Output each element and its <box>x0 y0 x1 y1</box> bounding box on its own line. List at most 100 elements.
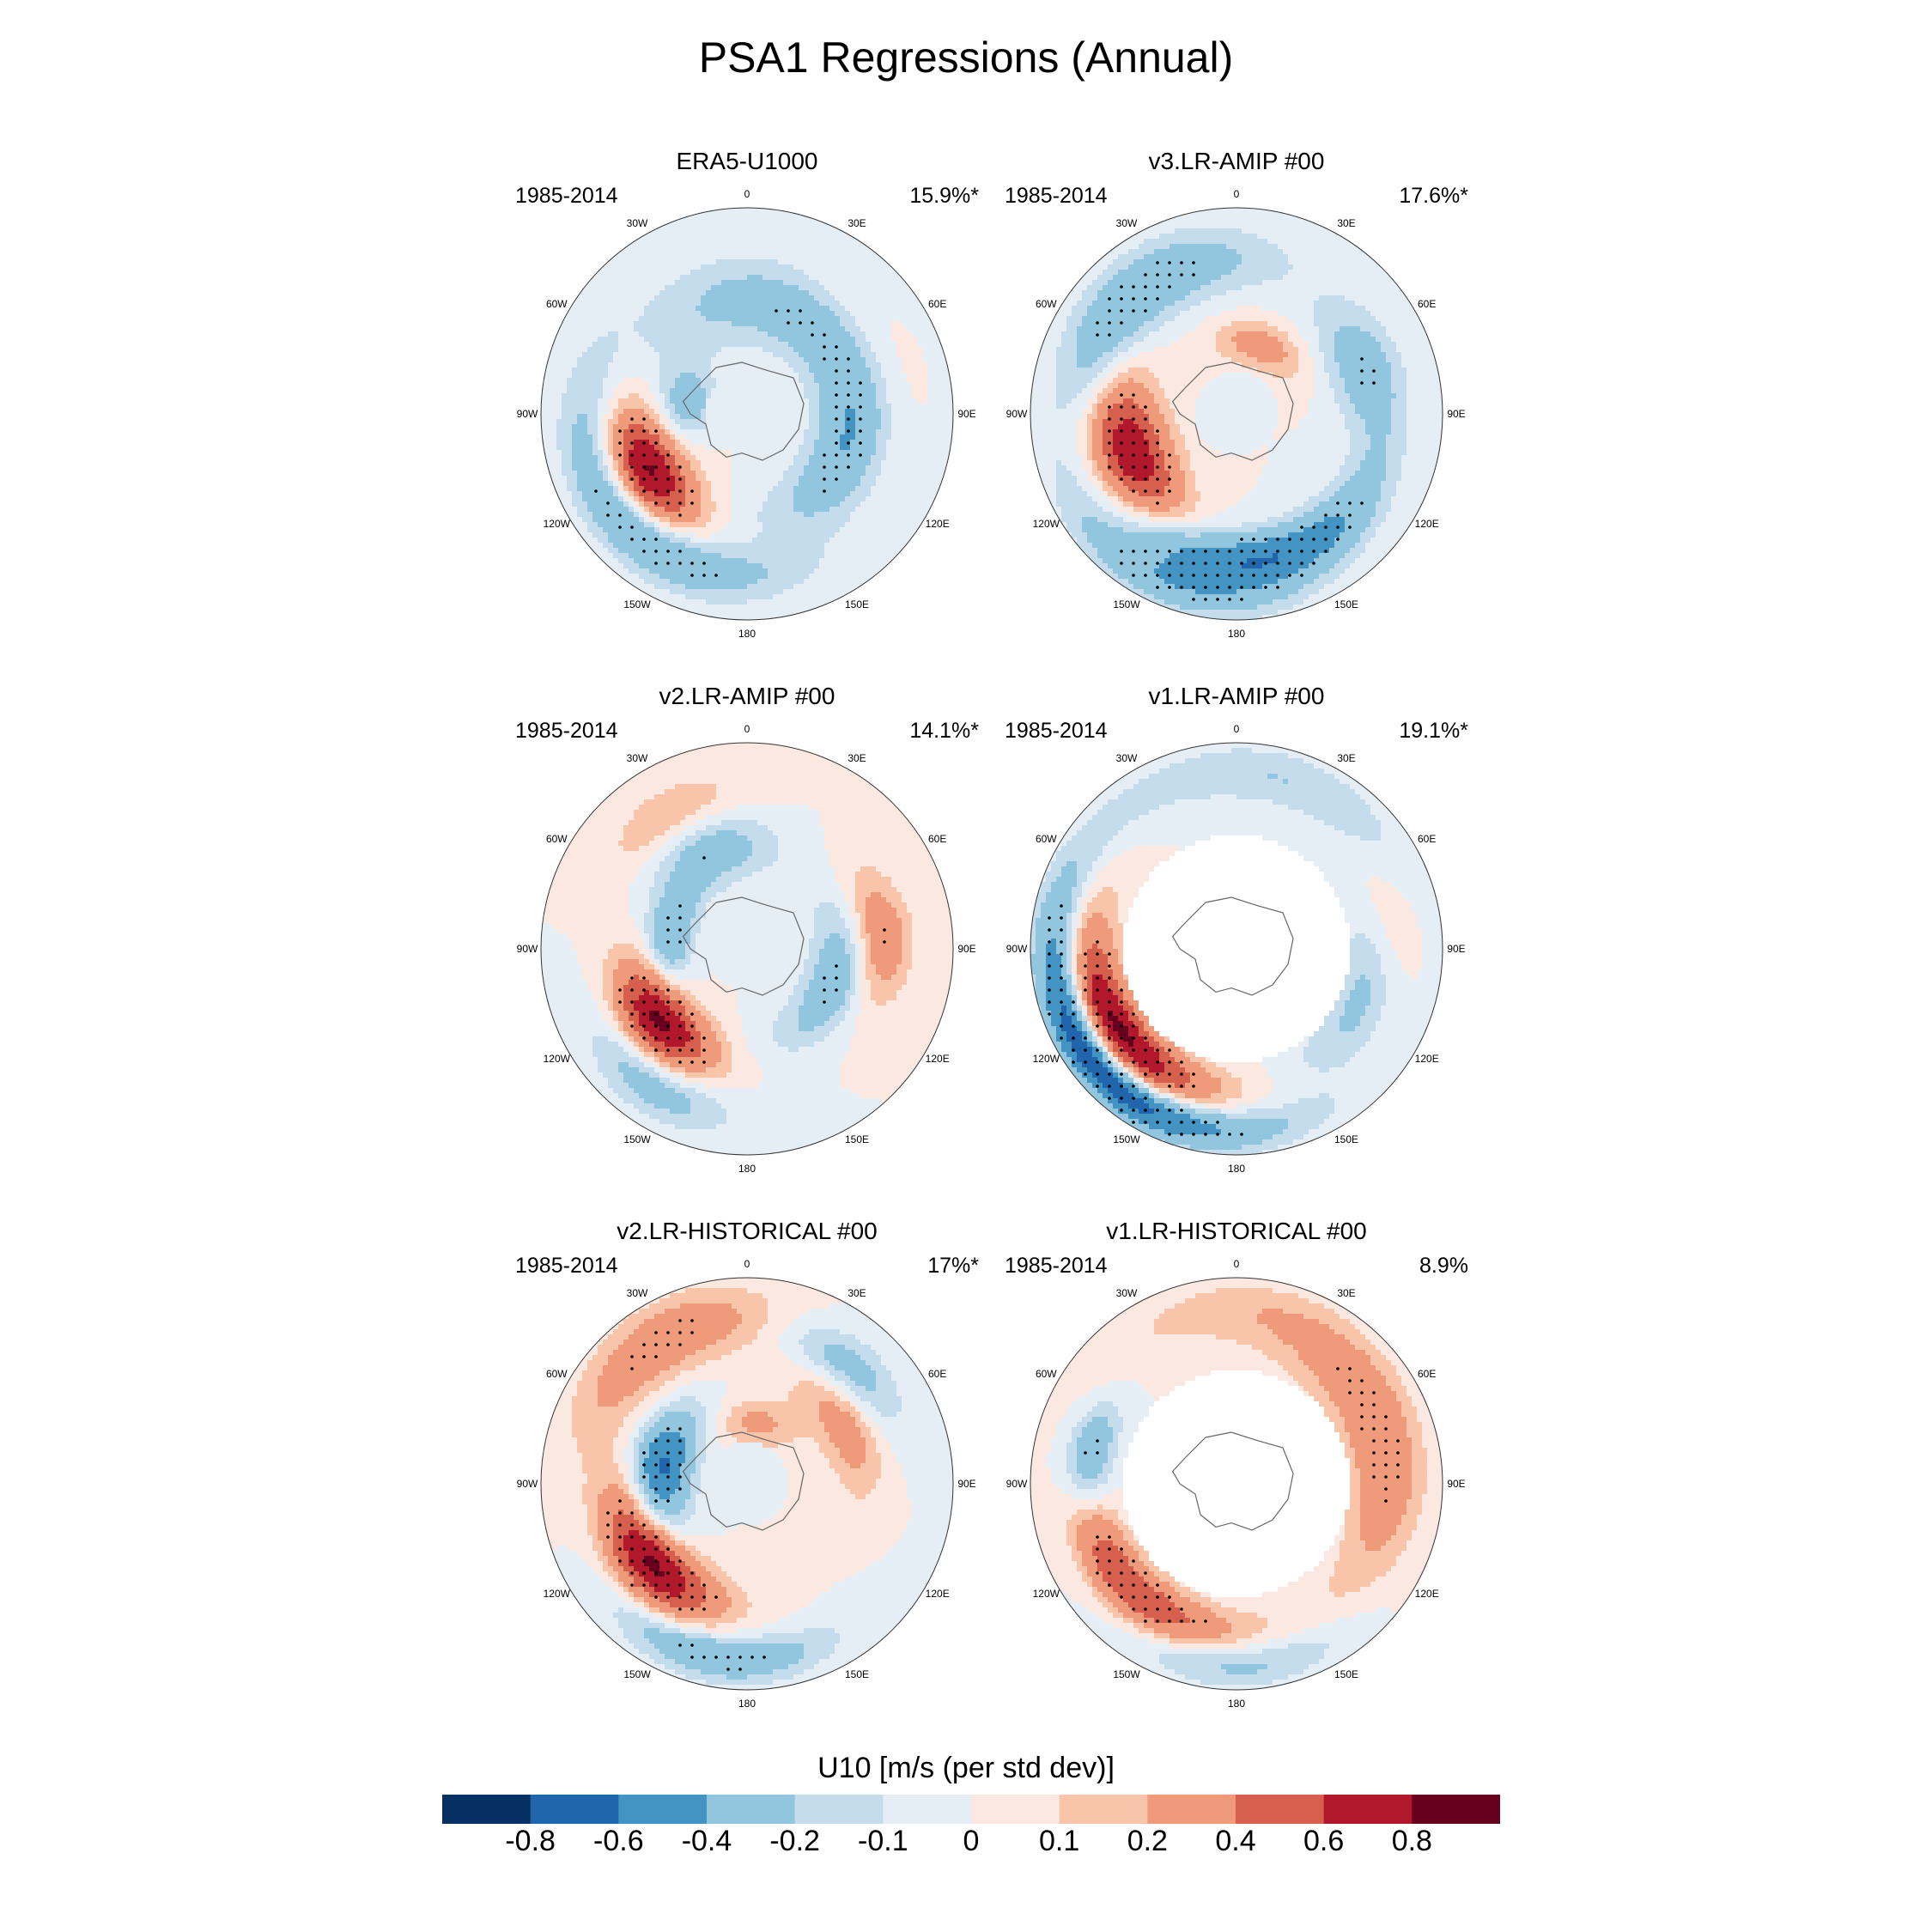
field-cell <box>840 532 846 538</box>
field-cell <box>778 239 784 245</box>
field-cell <box>927 471 933 477</box>
field-cell <box>912 501 918 507</box>
field-cell <box>711 362 717 368</box>
field-cell <box>721 218 727 224</box>
field-cell <box>871 306 877 312</box>
field-cell <box>943 393 949 399</box>
field-cell <box>902 476 908 482</box>
field-cell <box>938 357 944 363</box>
field-cell <box>592 548 598 554</box>
field-cell <box>551 455 557 461</box>
field-cell <box>726 270 732 276</box>
field-cell <box>706 491 712 497</box>
field-cell <box>752 553 758 559</box>
field-cell <box>788 249 794 255</box>
field-cell <box>840 548 846 554</box>
field-cell <box>824 306 830 312</box>
field-cell <box>732 368 738 374</box>
field-cell <box>711 213 717 219</box>
field-cell <box>819 249 825 255</box>
field-cell <box>762 553 769 559</box>
field-cell <box>726 409 732 415</box>
field-cell <box>752 347 758 353</box>
field-cell <box>881 295 887 301</box>
field-cell <box>819 553 825 559</box>
field-cell <box>845 280 851 286</box>
field-cell <box>742 290 748 296</box>
field-cell <box>835 465 841 471</box>
field-cell <box>623 280 629 286</box>
field-cell <box>665 223 671 229</box>
field-cell <box>690 517 696 523</box>
field-cell <box>685 445 691 451</box>
field-cell <box>732 543 738 549</box>
field-cell <box>804 352 810 358</box>
field-cell <box>608 507 614 513</box>
field-cell <box>721 264 727 270</box>
field-cell <box>737 522 743 528</box>
field-cell <box>943 434 949 440</box>
field-cell <box>567 476 573 482</box>
field-cell <box>696 264 702 270</box>
field-cell <box>706 311 712 317</box>
field-cell <box>644 331 650 337</box>
field-cell <box>732 244 738 250</box>
field-cell <box>804 316 810 322</box>
field-cell <box>860 491 866 497</box>
field-cell <box>742 275 748 281</box>
field-cell <box>644 424 650 430</box>
field-cell <box>716 218 722 224</box>
field-cell <box>721 445 727 451</box>
field-cell <box>618 450 624 456</box>
field-cell <box>721 424 727 430</box>
field-cell <box>891 311 897 317</box>
field-cell <box>793 373 799 379</box>
field-cell <box>922 301 928 307</box>
field-cell <box>690 465 696 471</box>
field-cell <box>778 517 784 523</box>
field-cell <box>644 527 650 533</box>
field-cell <box>618 501 624 507</box>
field-cell <box>608 383 614 389</box>
field-cell <box>665 414 671 420</box>
field-cell <box>737 321 743 327</box>
field-cell <box>598 538 604 544</box>
field-cell <box>747 213 753 219</box>
field-cell <box>891 352 897 358</box>
field-cell <box>788 455 794 461</box>
field-cell <box>562 337 568 343</box>
field-cell <box>592 337 598 343</box>
field-cell <box>634 306 640 312</box>
field-cell <box>876 388 882 394</box>
field-cell <box>659 507 665 513</box>
field-cell <box>948 409 953 415</box>
field-cell <box>886 378 892 384</box>
field-cell <box>639 481 645 487</box>
field-cell <box>938 388 944 394</box>
field-cell <box>618 326 624 332</box>
field-cell <box>675 460 681 466</box>
field-cell <box>824 574 830 580</box>
field-cell <box>742 445 748 451</box>
field-cell <box>819 440 825 446</box>
field-cell <box>752 275 758 281</box>
field-cell <box>907 460 913 466</box>
field-cell <box>670 574 676 580</box>
field-cell <box>659 553 665 559</box>
field-cell <box>855 476 861 482</box>
field-cell <box>793 491 799 497</box>
field-cell <box>685 543 691 549</box>
field-cell <box>804 280 810 286</box>
field-cell <box>685 563 691 569</box>
field-cell <box>572 404 578 410</box>
field-cell <box>685 337 691 343</box>
field-cell <box>866 368 872 374</box>
field-cell <box>618 254 624 260</box>
field-cell <box>690 239 696 245</box>
field-cell <box>762 378 769 384</box>
field-cell <box>732 414 738 420</box>
field-cell <box>912 450 918 456</box>
field-cell <box>829 306 835 312</box>
field-cell <box>732 527 738 533</box>
field-cell <box>613 342 619 348</box>
